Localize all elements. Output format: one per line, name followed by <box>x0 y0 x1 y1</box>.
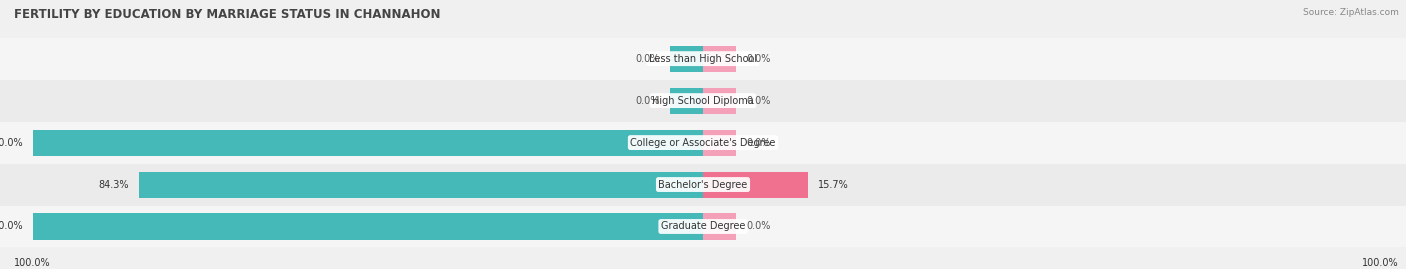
Text: Graduate Degree: Graduate Degree <box>661 221 745 232</box>
Text: College or Associate's Degree: College or Associate's Degree <box>630 137 776 148</box>
Bar <box>703 130 737 155</box>
Bar <box>703 172 808 197</box>
Text: Source: ZipAtlas.com: Source: ZipAtlas.com <box>1303 8 1399 17</box>
Bar <box>669 88 703 114</box>
Text: 0.0%: 0.0% <box>636 95 659 106</box>
Text: 0.0%: 0.0% <box>636 54 659 64</box>
Text: 84.3%: 84.3% <box>98 179 128 190</box>
Bar <box>703 88 737 114</box>
Text: High School Diploma: High School Diploma <box>652 95 754 106</box>
Bar <box>0 38 1406 80</box>
Bar <box>0 80 1406 122</box>
Bar <box>0 206 1406 247</box>
Bar <box>34 214 703 239</box>
Bar <box>703 46 737 72</box>
Text: 0.0%: 0.0% <box>747 137 770 148</box>
Text: Less than High School: Less than High School <box>650 54 756 64</box>
Text: 100.0%: 100.0% <box>0 137 24 148</box>
Bar <box>139 172 703 197</box>
Bar <box>34 130 703 155</box>
Text: Bachelor's Degree: Bachelor's Degree <box>658 179 748 190</box>
Text: 0.0%: 0.0% <box>747 54 770 64</box>
Text: FERTILITY BY EDUCATION BY MARRIAGE STATUS IN CHANNAHON: FERTILITY BY EDUCATION BY MARRIAGE STATU… <box>14 8 440 21</box>
Text: 100.0%: 100.0% <box>14 258 51 268</box>
Text: 0.0%: 0.0% <box>747 221 770 232</box>
Text: 100.0%: 100.0% <box>1362 258 1399 268</box>
Text: 0.0%: 0.0% <box>747 95 770 106</box>
Bar <box>0 164 1406 206</box>
Bar <box>669 46 703 72</box>
Bar <box>0 122 1406 164</box>
Text: 15.7%: 15.7% <box>818 179 849 190</box>
Bar <box>703 214 737 239</box>
Text: 100.0%: 100.0% <box>0 221 24 232</box>
